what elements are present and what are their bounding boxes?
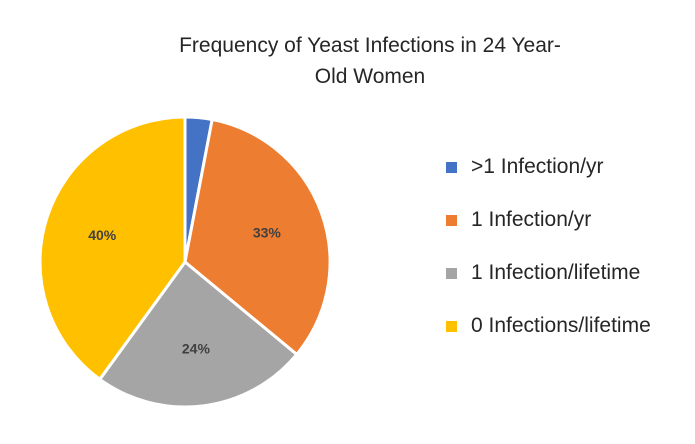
legend-label-3: 0 Infections/lifetime bbox=[471, 314, 651, 337]
pie-slice-2 bbox=[98, 260, 299, 409]
legend-swatch-1 bbox=[446, 214, 457, 226]
pie-slice-1 bbox=[183, 118, 332, 356]
chart-title-line-2: Old Women bbox=[314, 65, 426, 88]
legend-item-3: 0 Infections/lifetime bbox=[446, 311, 651, 341]
legend-swatch-0 bbox=[446, 161, 457, 173]
legend-swatch-2 bbox=[446, 267, 457, 279]
data-label-1: 33% bbox=[253, 225, 282, 241]
data-label-2: 24% bbox=[182, 340, 211, 356]
legend-label-0: >1 Infection/yr bbox=[471, 155, 604, 178]
legend-swatch-3 bbox=[446, 320, 457, 332]
pie-slice-3 bbox=[38, 115, 187, 381]
legend-label-1: 1 Infection/yr bbox=[471, 208, 592, 231]
data-label-3: 40% bbox=[88, 227, 117, 243]
chart-title: Frequency of Yeast Infections in 24 Year… bbox=[140, 30, 600, 92]
legend-label-2: 1 Infection/lifetime bbox=[471, 261, 641, 284]
legend-item-1: 1 Infection/yr bbox=[446, 205, 591, 235]
chart-title-line-1: Frequency of Yeast Infections in 24 Year… bbox=[179, 34, 561, 57]
legend-item-2: 1 Infection/lifetime bbox=[446, 258, 640, 288]
legend-item-0: >1 Infection/yr bbox=[446, 152, 604, 182]
